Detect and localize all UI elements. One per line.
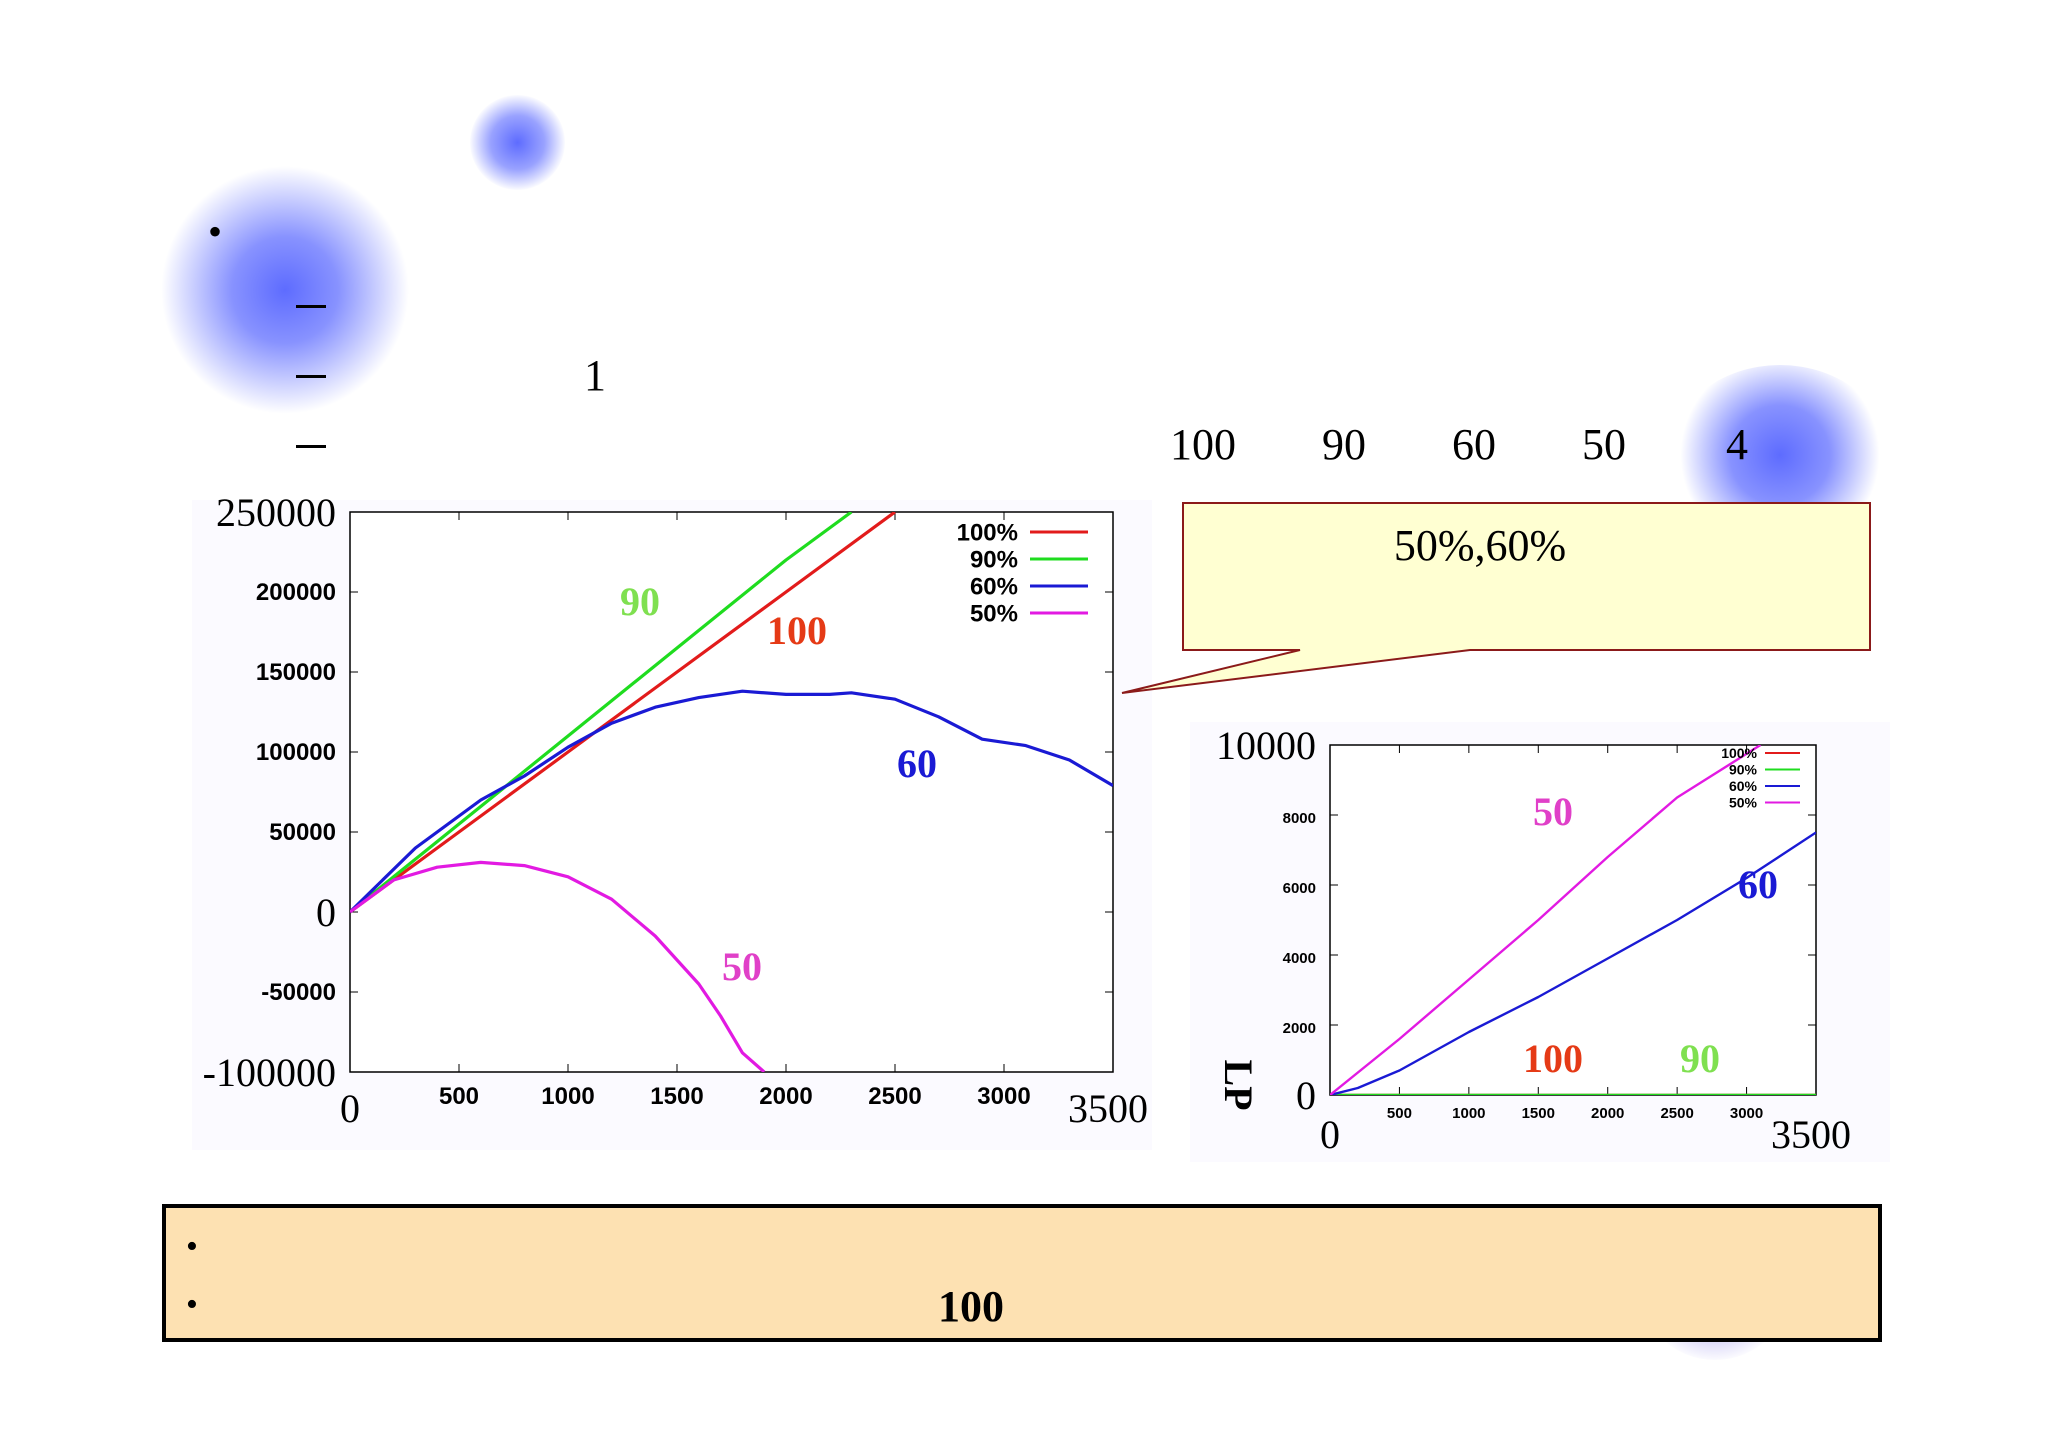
chart1-y-tick-label: 200000 bbox=[256, 579, 336, 606]
callout-bubble: 50%,60% bbox=[1121, 502, 1871, 694]
chart1-y-tick-label: 50000 bbox=[269, 819, 336, 846]
chart1-x-tick-label: 3000 bbox=[977, 1083, 1030, 1110]
chart1-series-group bbox=[350, 512, 1113, 1072]
chart1-y-tick-label: 100000 bbox=[256, 739, 336, 766]
chart1-series-line-90pct bbox=[350, 512, 853, 914]
chart2-y-tick-label: 2000 bbox=[1283, 1020, 1316, 1037]
chart2-legend-label: 90% bbox=[1729, 761, 1758, 777]
chart2-y-tick-label: 0 bbox=[1296, 1073, 1316, 1118]
chart2-x-tick-label: 1500 bbox=[1522, 1105, 1555, 1122]
chart1-x-tick-label: 3500 bbox=[1068, 1086, 1148, 1131]
chart2-series-line-60pct bbox=[1330, 831, 1816, 1095]
chart1-y-tick-label: 0 bbox=[316, 890, 336, 935]
bottom-bullet-dot: • bbox=[186, 1228, 198, 1265]
chart2-series-annotation: 100 bbox=[1523, 1036, 1583, 1081]
ratio-value-90: 90 bbox=[1322, 420, 1366, 469]
chart2-y-axis-label: LP bbox=[1216, 1059, 1261, 1110]
chart1-y-tick-label: -100000 bbox=[203, 1050, 336, 1095]
chart1-x-tick-label: 500 bbox=[439, 1083, 479, 1110]
chart1-legend-label: 50% bbox=[970, 600, 1018, 627]
chart2-x-tick-label: 3000 bbox=[1730, 1105, 1763, 1122]
chart1-y-tick-label: 150000 bbox=[256, 659, 336, 686]
chart1-series-annotation: 100 bbox=[767, 608, 827, 653]
chart2-x-tick-label: 1000 bbox=[1452, 1105, 1485, 1122]
chart2-legend-label: 60% bbox=[1729, 778, 1758, 794]
chart1-x-tick-label: 0 bbox=[340, 1086, 360, 1131]
ratio-value-50: 50 bbox=[1582, 420, 1626, 469]
chart2-series-line-50pct bbox=[1330, 745, 1762, 1095]
bottom-note-number: 100 bbox=[938, 1282, 1004, 1331]
chart2-x-tick-label: 0 bbox=[1320, 1112, 1340, 1157]
chart2-legend-label: 100% bbox=[1721, 745, 1757, 761]
ratio-value-60: 60 bbox=[1452, 420, 1496, 469]
chart2-x-tick-label: 500 bbox=[1387, 1105, 1412, 1122]
chart2-x-tick-label: 3500 bbox=[1771, 1112, 1851, 1157]
chart2-plot-frame bbox=[1329, 744, 1817, 1096]
chart1-legend-label: 60% bbox=[970, 573, 1018, 600]
chart2-y-tick-label: 4000 bbox=[1283, 950, 1316, 967]
bottom-bullet-dot: • bbox=[186, 1286, 198, 1323]
bullet-dot: • bbox=[208, 209, 223, 254]
chart1-series-line-50pct bbox=[350, 860, 766, 1072]
chart2-series-annotation: 60 bbox=[1738, 862, 1778, 907]
chart2-series-annotation: 90 bbox=[1680, 1036, 1720, 1081]
chart1-legend-label: 100% bbox=[957, 519, 1018, 546]
chart2-y-tick-label: 10000 bbox=[1216, 723, 1316, 768]
callout-text: 50%,60% bbox=[1394, 521, 1566, 570]
sub-bullet-dash bbox=[296, 375, 326, 378]
chart1-series-annotation: 90 bbox=[620, 579, 660, 624]
chart2-series-annotation: 50 bbox=[1533, 789, 1573, 834]
chart1-y-tick-label: 250000 bbox=[216, 490, 336, 535]
chart1-x-tick-label: 2000 bbox=[759, 1083, 812, 1110]
chart1-series-annotation: 50 bbox=[722, 944, 762, 989]
chart1-y-tick-label: -50000 bbox=[261, 979, 336, 1006]
chart1-x-tick-label: 1000 bbox=[541, 1083, 594, 1110]
chart2-x-tick-label: 2000 bbox=[1591, 1105, 1624, 1122]
chart2-y-tick-label: 6000 bbox=[1283, 880, 1316, 897]
ratio-value-4: 4 bbox=[1726, 420, 1748, 469]
sub-bullet-dash bbox=[296, 305, 326, 308]
line-number-text: 1 bbox=[584, 351, 606, 400]
decorative-blob bbox=[470, 95, 565, 190]
chart2-x-tick-label: 2500 bbox=[1660, 1105, 1693, 1122]
chart2-y-tick-label: 8000 bbox=[1283, 810, 1316, 827]
sub-bullet-dash bbox=[296, 445, 326, 448]
ratio-value-100: 100 bbox=[1170, 420, 1236, 469]
decorative-blob bbox=[160, 165, 410, 415]
chart1-series-line-100pct bbox=[350, 512, 896, 914]
chart1-series-annotation: 60 bbox=[897, 741, 937, 786]
chart1-legend-label: 90% bbox=[970, 546, 1018, 573]
chart1-x-tick-label: 2500 bbox=[868, 1083, 921, 1110]
chart1-x-tick-label: 1500 bbox=[650, 1083, 703, 1110]
chart2-legend-label: 50% bbox=[1729, 794, 1758, 810]
chart-main: 0 500 1000 1500 2000 2500 3000 3500250000200000… bbox=[203, 490, 1148, 1131]
bottom-note-box: • • 100 bbox=[162, 1204, 1882, 1342]
chart2-series-group bbox=[1330, 745, 1816, 1095]
chart-inset: 0 500 1000 1500 2000 2500 3000 3500100008000600… bbox=[1216, 723, 1851, 1157]
chart1-series-line-60pct bbox=[350, 689, 1113, 914]
